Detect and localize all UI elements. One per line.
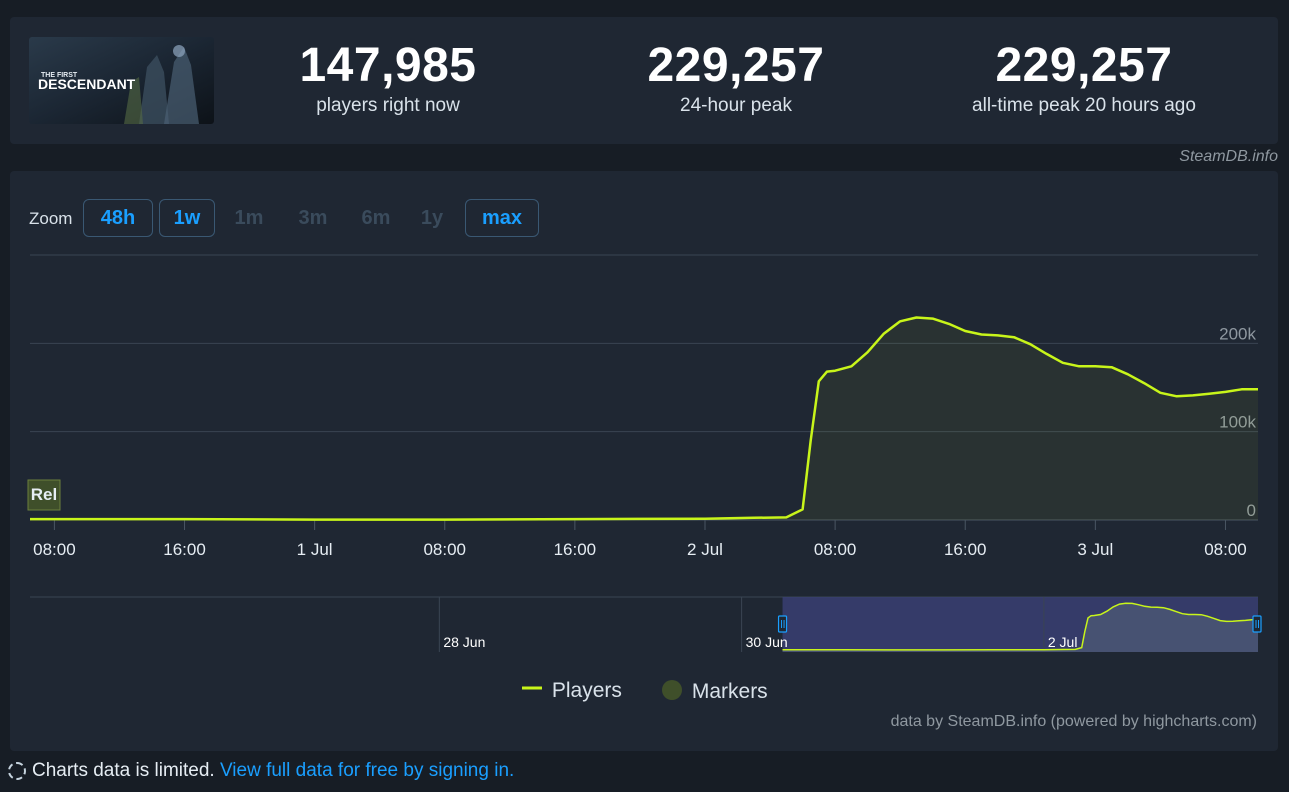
- stat-current-players: 147,985 players right now: [238, 39, 538, 117]
- zoom-max-button[interactable]: max: [465, 199, 539, 237]
- navigator-area: [782, 603, 1258, 652]
- highcharts-credit[interactable]: data by SteamDB.info (powered by highcha…: [890, 713, 1257, 730]
- loading-spinner-icon: [8, 762, 26, 780]
- stats-panel: THE FIRST DESCENDANT 147,985 players rig…: [10, 17, 1278, 144]
- zoom-3m-button[interactable]: 3m: [298, 207, 328, 229]
- release-marker-label: Rel: [31, 485, 57, 504]
- x-tick-label: 08:00: [1204, 540, 1247, 559]
- x-tick-label: 1 Jul: [297, 540, 333, 559]
- zoom-label: Zoom: [29, 209, 73, 228]
- current-players-value: 147,985: [299, 39, 477, 92]
- stat-24h-peak: 229,257 24-hour peak: [586, 39, 886, 117]
- current-players-label: players right now: [316, 95, 460, 116]
- legend-players-label: Players: [551, 679, 622, 702]
- x-tick-label: 3 Jul: [1077, 540, 1113, 559]
- navigator-label: 2 Jul: [1048, 634, 1078, 650]
- x-tick-label: 08:00: [423, 540, 466, 559]
- limited-data-text: Charts data is limited.: [32, 760, 215, 781]
- game-logo-image: THE FIRST DESCENDANT: [29, 37, 214, 124]
- y-tick-label: 100k: [1219, 413, 1256, 432]
- all-time-peak-label: all-time peak 20 hours ago: [972, 95, 1196, 116]
- navigator-handle[interactable]: [1252, 615, 1262, 633]
- player-chart[interactable]: 0 100k 200k 08:00 16:00 1 Jul 08:00 16:00 2 Jul 0…: [10, 171, 1278, 751]
- navigator-line: [782, 602, 1258, 651]
- navigator-selection: [782, 597, 1258, 652]
- x-tick-label: 16:00: [554, 540, 597, 559]
- navigator-label: 28 Jun: [443, 634, 485, 650]
- sign-in-link[interactable]: View full data for free by signing in.: [219, 760, 515, 781]
- x-tick-label: 2 Jul: [687, 540, 723, 559]
- navigator-label: 30 Jun: [746, 634, 788, 650]
- x-tick-label: 08:00: [814, 540, 857, 559]
- navigator-handle[interactable]: [777, 615, 788, 633]
- zoom-48h-button[interactable]: 48h: [83, 199, 153, 237]
- release-marker: [27, 479, 61, 511]
- peak-24h-label: 24-hour peak: [680, 95, 792, 116]
- markers-dot-icon: [662, 680, 682, 700]
- chart-panel: 0 100k 200k 08:00 16:00 1 Jul 08:00 16:00 2 Jul 0…: [10, 171, 1278, 751]
- players-area: [30, 317, 1258, 520]
- y-tick-label: 0: [1247, 501, 1256, 520]
- steamdb-credit[interactable]: SteamDB.info: [1179, 148, 1278, 165]
- y-tick-label: 200k: [1219, 324, 1256, 343]
- legend-markers[interactable]: Markers: [662, 679, 768, 704]
- x-tick-label: 16:00: [944, 540, 987, 559]
- legend-markers-label: Markers: [691, 680, 768, 703]
- all-time-peak-value: 229,257: [995, 39, 1173, 92]
- peak-24h-value: 229,257: [647, 39, 825, 92]
- legend-players[interactable]: Players: [522, 679, 622, 703]
- players-line: [30, 316, 1258, 521]
- x-tick-label: 16:00: [163, 540, 206, 559]
- limited-data-note: Charts data is limited. View full data f…: [8, 760, 514, 782]
- svg-text:THE FIRST: THE FIRST: [41, 72, 78, 79]
- game-logo[interactable]: THE FIRST DESCENDANT: [29, 37, 214, 124]
- x-tick-label: 08:00: [33, 540, 76, 559]
- zoom-6m-button[interactable]: 6m: [361, 207, 391, 229]
- stat-all-time-peak: 229,257 all-time peak 20 hours ago: [934, 39, 1234, 117]
- players-line-icon: [522, 686, 542, 690]
- zoom-1y-button[interactable]: 1y: [420, 207, 444, 229]
- svg-text:DESCENDANT: DESCENDANT: [38, 76, 136, 92]
- zoom-1w-button[interactable]: 1w: [159, 199, 215, 237]
- zoom-1m-button[interactable]: 1m: [234, 207, 264, 229]
